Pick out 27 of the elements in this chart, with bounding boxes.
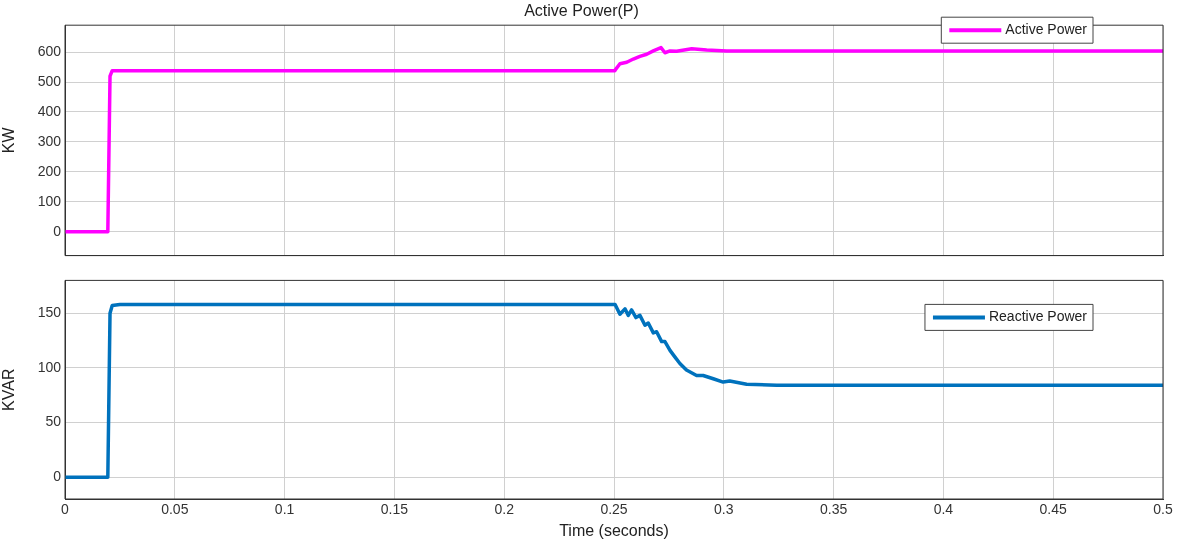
y-tick-label: 50	[45, 413, 62, 430]
x-tick-label: 0.45	[1039, 501, 1068, 518]
legend-label: Reactive Power	[988, 308, 1088, 325]
x-tick-label: 0.2	[494, 501, 515, 518]
x-tick-label: 0.3	[714, 501, 734, 518]
y-tick-label: 600	[37, 42, 62, 59]
x-tick-label: 0.15	[380, 501, 409, 518]
x-tick-label: 0.5	[1153, 501, 1173, 518]
y-tick-label: 500	[37, 72, 62, 89]
legend-label: Active Power	[1005, 21, 1088, 38]
y-tick-label: 150	[37, 304, 62, 321]
x-tick-label: 0.1	[274, 501, 295, 518]
y-tick-label: 100	[37, 192, 62, 209]
y-tick-label: 200	[37, 162, 62, 179]
y-axis-title: KVAR	[0, 368, 18, 411]
x-tick-label: 0.05	[161, 501, 189, 518]
chart-title: Active Power(P)	[524, 2, 639, 20]
x-tick-label: 0.4	[933, 501, 954, 518]
y-tick-label: 300	[37, 132, 62, 149]
x-axis-title: Time (seconds)	[559, 521, 669, 539]
y-tick-label: 0	[53, 468, 62, 484]
y-tick-label: 400	[37, 102, 62, 119]
y-tick-label: 100	[37, 358, 62, 375]
x-tick-label: 0.35	[819, 501, 848, 518]
x-tick-label: 0.25	[600, 501, 628, 518]
y-tick-label: 0	[53, 222, 62, 239]
y-axis-title: KW	[0, 126, 18, 154]
